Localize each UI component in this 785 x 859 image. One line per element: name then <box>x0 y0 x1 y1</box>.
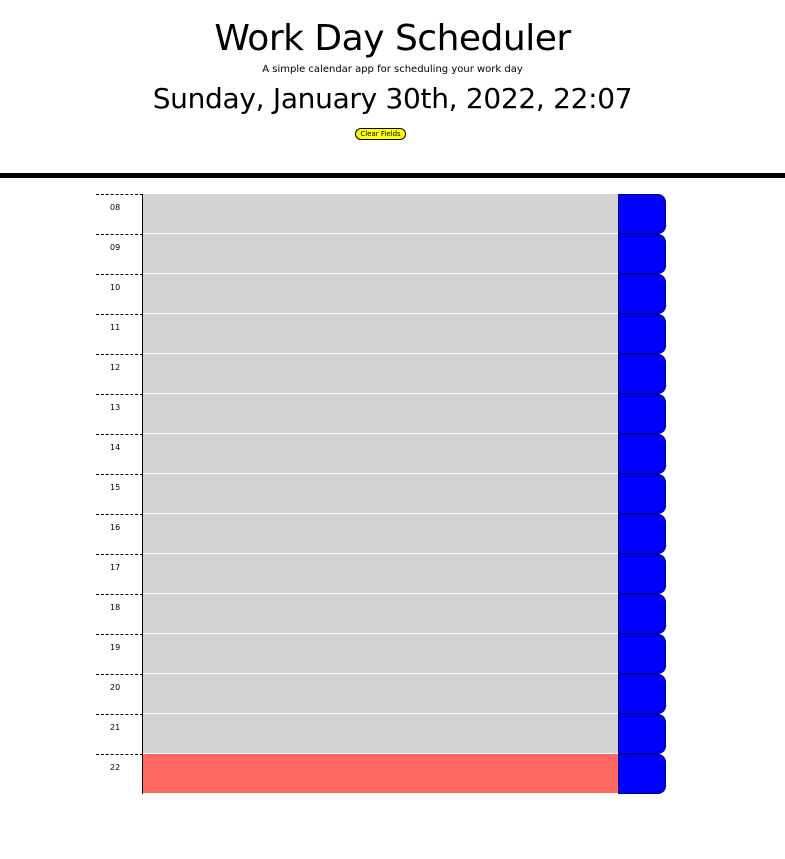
save-button[interactable] <box>618 314 666 354</box>
event-description-input[interactable] <box>143 474 618 514</box>
hour-label: 13 <box>96 394 143 434</box>
hour-label: 14 <box>96 434 143 474</box>
page-subtitle: A simple calendar app for scheduling you… <box>262 64 523 75</box>
time-block-row: 14 <box>96 434 666 474</box>
save-button[interactable] <box>618 234 666 274</box>
event-description-input[interactable] <box>143 634 618 674</box>
save-button[interactable] <box>618 434 666 474</box>
event-description-input[interactable] <box>143 714 618 754</box>
save-button[interactable] <box>618 634 666 674</box>
time-block-row: 08 <box>96 194 666 234</box>
event-description-input[interactable] <box>143 554 618 594</box>
event-description-input[interactable] <box>143 514 618 554</box>
page-title: Work Day Scheduler <box>214 18 571 59</box>
event-description-input[interactable] <box>143 434 618 474</box>
hour-label: 08 <box>96 194 143 234</box>
time-block-row: 13 <box>96 394 666 434</box>
hour-label: 18 <box>96 594 143 634</box>
time-block-row: 17 <box>96 554 666 594</box>
event-description-input[interactable] <box>143 674 618 714</box>
save-button[interactable] <box>618 714 666 754</box>
clear-fields-button[interactable]: Clear Fields <box>355 128 406 140</box>
time-block-row: 09 <box>96 234 666 274</box>
hour-label: 09 <box>96 234 143 274</box>
time-block-row: 22 <box>96 754 666 794</box>
hour-planner: 08 09 10 11 12 13 14 15 16 <box>96 194 666 794</box>
time-block-row: 18 <box>96 594 666 634</box>
time-block-row: 16 <box>96 514 666 554</box>
save-button[interactable] <box>618 354 666 394</box>
hour-label: 20 <box>96 674 143 714</box>
event-description-input[interactable] <box>143 314 618 354</box>
hour-label: 22 <box>96 754 143 794</box>
save-button[interactable] <box>618 594 666 634</box>
event-description-input[interactable] <box>143 754 618 794</box>
time-block-row: 10 <box>96 274 666 314</box>
save-button[interactable] <box>618 754 666 794</box>
event-description-input[interactable] <box>143 394 618 434</box>
hour-label: 19 <box>96 634 143 674</box>
event-description-input[interactable] <box>143 274 618 314</box>
hour-label: 21 <box>96 714 143 754</box>
header: Work Day Scheduler A simple calendar app… <box>0 0 785 178</box>
time-block-row: 21 <box>96 714 666 754</box>
hour-label: 11 <box>96 314 143 354</box>
time-block-row: 15 <box>96 474 666 514</box>
current-date-time: Sunday, January 30th, 2022, 22:07 <box>152 82 633 115</box>
save-button[interactable] <box>618 514 666 554</box>
save-button[interactable] <box>618 674 666 714</box>
save-button[interactable] <box>618 394 666 434</box>
save-button[interactable] <box>618 274 666 314</box>
event-description-input[interactable] <box>143 594 618 634</box>
hour-label: 16 <box>96 514 143 554</box>
time-block-row: 20 <box>96 674 666 714</box>
hour-label: 15 <box>96 474 143 514</box>
hour-label: 17 <box>96 554 143 594</box>
hour-label: 12 <box>96 354 143 394</box>
save-button[interactable] <box>618 474 666 514</box>
save-button[interactable] <box>618 194 666 234</box>
event-description-input[interactable] <box>143 194 618 234</box>
hour-label: 10 <box>96 274 143 314</box>
time-block-row: 12 <box>96 354 666 394</box>
time-block-row: 11 <box>96 314 666 354</box>
save-button[interactable] <box>618 554 666 594</box>
time-block-row: 19 <box>96 634 666 674</box>
event-description-input[interactable] <box>143 234 618 274</box>
event-description-input[interactable] <box>143 354 618 394</box>
